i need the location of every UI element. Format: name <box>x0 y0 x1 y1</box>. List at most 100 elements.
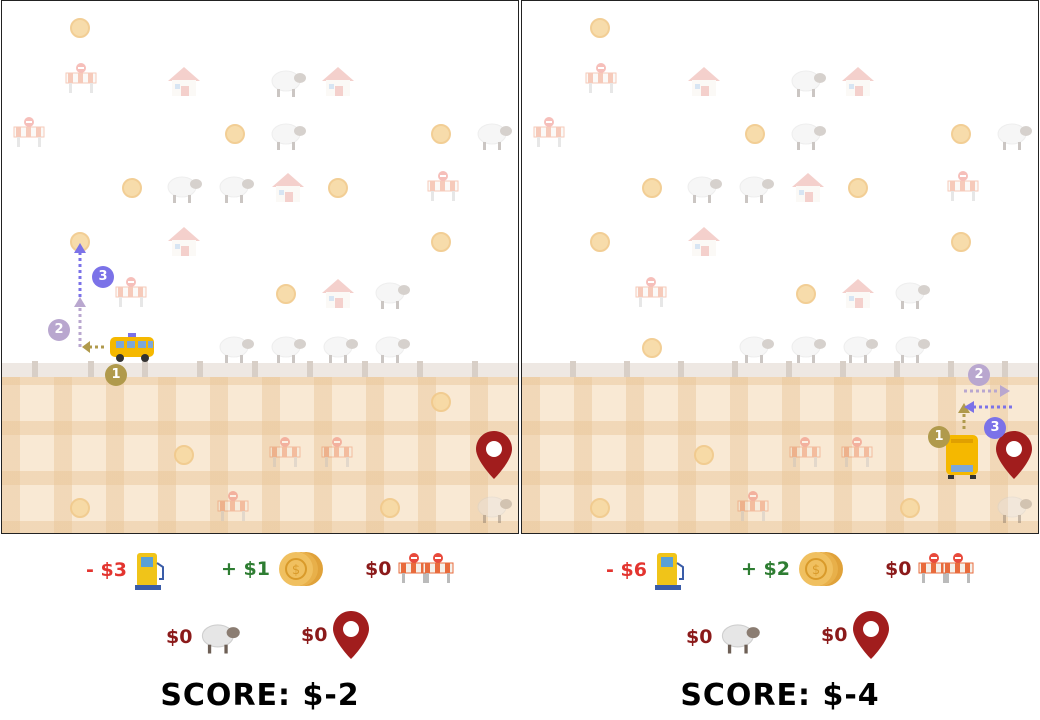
barrier-icon <box>585 63 617 94</box>
barrier-icon <box>13 117 45 148</box>
coin-icon <box>642 178 662 198</box>
sheep-icon <box>997 123 1033 151</box>
sheep-icon <box>895 336 931 364</box>
sheep-icon <box>271 70 307 98</box>
map-pin-icon <box>853 611 890 659</box>
coin-icon <box>70 18 90 38</box>
barrier-icon <box>427 171 459 202</box>
coin-icon <box>642 338 662 358</box>
house-icon <box>792 173 824 202</box>
house-icon <box>168 67 200 96</box>
coin-icon <box>590 498 610 518</box>
coins-icon: $ <box>798 552 843 586</box>
house-icon <box>322 279 354 308</box>
barrier-icon <box>398 552 454 584</box>
coin-icon <box>951 124 971 144</box>
coin-icon <box>174 445 194 465</box>
sheep-icon <box>219 336 255 364</box>
destination-reward: $0 <box>821 609 890 661</box>
house-icon <box>168 227 200 256</box>
coin-icon <box>590 232 610 252</box>
house-icon <box>272 173 304 202</box>
sheep-icon <box>722 624 761 655</box>
svg-text:$: $ <box>812 563 820 578</box>
path-step-badge: 2 <box>968 364 990 386</box>
fuel-cost-value: - $3 <box>86 559 127 581</box>
path-arrows <box>74 243 104 353</box>
path-step-badge: 3 <box>984 417 1006 439</box>
sheep-icon <box>997 496 1033 524</box>
sheep-icon <box>375 282 411 310</box>
coins-earned: + $2 $ <box>741 549 846 589</box>
score-total: SCORE: $-2 <box>160 678 360 713</box>
house-icon <box>322 67 354 96</box>
coin-icon <box>431 392 451 412</box>
path-step-badge: 2 <box>48 319 70 341</box>
sheep-penalty-value: $0 <box>686 626 713 648</box>
coin-icon <box>328 178 348 198</box>
coins-earned-value: + $1 <box>221 558 270 580</box>
fuel-pump-icon <box>134 553 164 590</box>
score-total: SCORE: $-4 <box>680 678 880 713</box>
coin-icon <box>694 445 714 465</box>
barrier-penalty: $0 <box>365 549 457 589</box>
sheep-icon <box>791 336 827 364</box>
sheep-icon <box>843 336 879 364</box>
sheep-icon <box>202 624 241 655</box>
sheep-icon <box>687 176 723 204</box>
coins-earned: + $1 $ <box>221 549 326 589</box>
barrier-penalty-value: $0 <box>885 558 912 580</box>
svg-text:$: $ <box>292 563 300 578</box>
coin-icon <box>848 178 868 198</box>
coin-icon <box>900 498 920 518</box>
house-icon <box>688 67 720 96</box>
sheep-icon <box>219 176 255 204</box>
sheep-icon <box>477 123 513 151</box>
coin-icon <box>70 498 90 518</box>
barrier-icon <box>269 437 301 468</box>
path-step-badge: 3 <box>92 266 114 288</box>
destination-reward-value: $0 <box>821 624 848 646</box>
sheep-icon <box>323 336 359 364</box>
score-breakdown: - $3 + $1 $ $0 <box>1 545 519 665</box>
school-bus-icon[interactable] <box>108 331 158 365</box>
barrier-icon <box>841 437 873 468</box>
barrier-icon <box>918 552 974 584</box>
sheep-icon <box>477 496 513 524</box>
coin-icon <box>380 498 400 518</box>
fuel-cost: - $6 <box>606 549 689 591</box>
fence <box>522 361 1038 377</box>
coin-icon <box>590 18 610 38</box>
coin-icon <box>276 284 296 304</box>
game-board: 1 2 3 <box>1 0 519 534</box>
coin-icon <box>745 124 765 144</box>
barrier-icon <box>947 171 979 202</box>
sheep-icon <box>375 336 411 364</box>
destination-reward: $0 <box>301 609 370 661</box>
game-board: 1 2 3 <box>521 0 1039 534</box>
sheep-icon <box>791 70 827 98</box>
coin-icon <box>951 232 971 252</box>
sheep-icon <box>167 176 203 204</box>
sheep-icon <box>271 336 307 364</box>
barrier-penalty-value: $0 <box>365 558 392 580</box>
barrier-icon <box>533 117 565 148</box>
fuel-cost-value: - $6 <box>606 559 647 581</box>
coin-icon <box>796 284 816 304</box>
sheep-icon <box>739 336 775 364</box>
coin-icon <box>122 178 142 198</box>
barrier-penalty: $0 <box>885 549 977 589</box>
path-step-badge: 1 <box>928 426 950 448</box>
map-pin-icon <box>476 431 512 479</box>
house-icon <box>842 67 874 96</box>
destination-reward-value: $0 <box>301 624 328 646</box>
path-arrows <box>958 385 1012 429</box>
fuel-cost: - $3 <box>86 549 169 591</box>
barrier-icon <box>635 277 667 308</box>
house-icon <box>842 279 874 308</box>
map-pin-icon <box>333 611 370 659</box>
sheep-penalty: $0 <box>166 617 242 657</box>
school-bus-icon[interactable] <box>942 431 982 481</box>
fence <box>2 361 518 377</box>
game-panel-left: 1 2 3 - $3 + $1 $ $0 <box>1 0 519 720</box>
